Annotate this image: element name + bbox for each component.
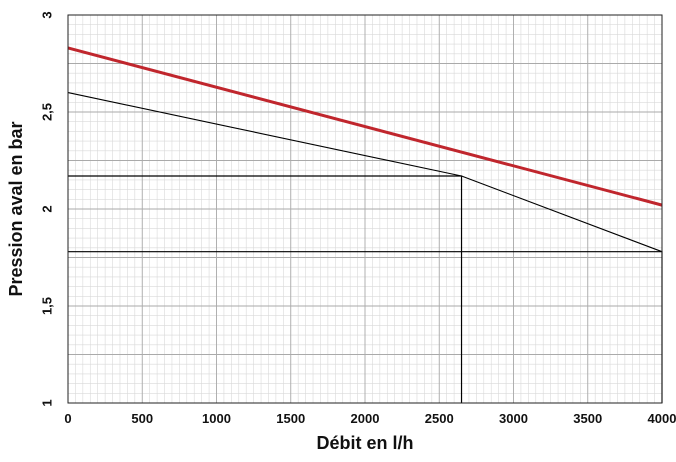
x-tick-label: 1500 — [276, 411, 305, 426]
y-axis-title: Pression aval en bar — [6, 121, 26, 296]
x-tick-label: 3000 — [499, 411, 528, 426]
x-tick-label: 3500 — [573, 411, 602, 426]
x-tick-label: 2000 — [351, 411, 380, 426]
major-grid — [68, 15, 662, 403]
x-tick-label: 0 — [64, 411, 71, 426]
y-tick-label: 1,5 — [39, 297, 54, 315]
series-line-black — [67, 92, 663, 253]
x-tick-label: 500 — [131, 411, 153, 426]
series-lines — [67, 46, 663, 253]
x-tick-label: 1000 — [202, 411, 231, 426]
plot-frame — [67, 14, 663, 404]
reference-line — [68, 175, 463, 403]
y-tick-label: 3 — [39, 11, 54, 18]
y-ticks: 1 1,5 2 2,5 3 — [39, 11, 54, 406]
x-tick-label: 4000 — [648, 411, 676, 426]
x-tick-label: 2500 — [425, 411, 454, 426]
y-tick-label: 2 — [39, 205, 54, 212]
y-tick-label: 1 — [39, 399, 54, 406]
series-line-red — [67, 46, 663, 207]
x-axis-title: Débit en l/h — [316, 433, 413, 453]
y-tick-label: 2,5 — [39, 103, 54, 121]
x-ticks: 0 500 1000 1500 2000 2500 3000 3500 4000 — [64, 411, 676, 426]
